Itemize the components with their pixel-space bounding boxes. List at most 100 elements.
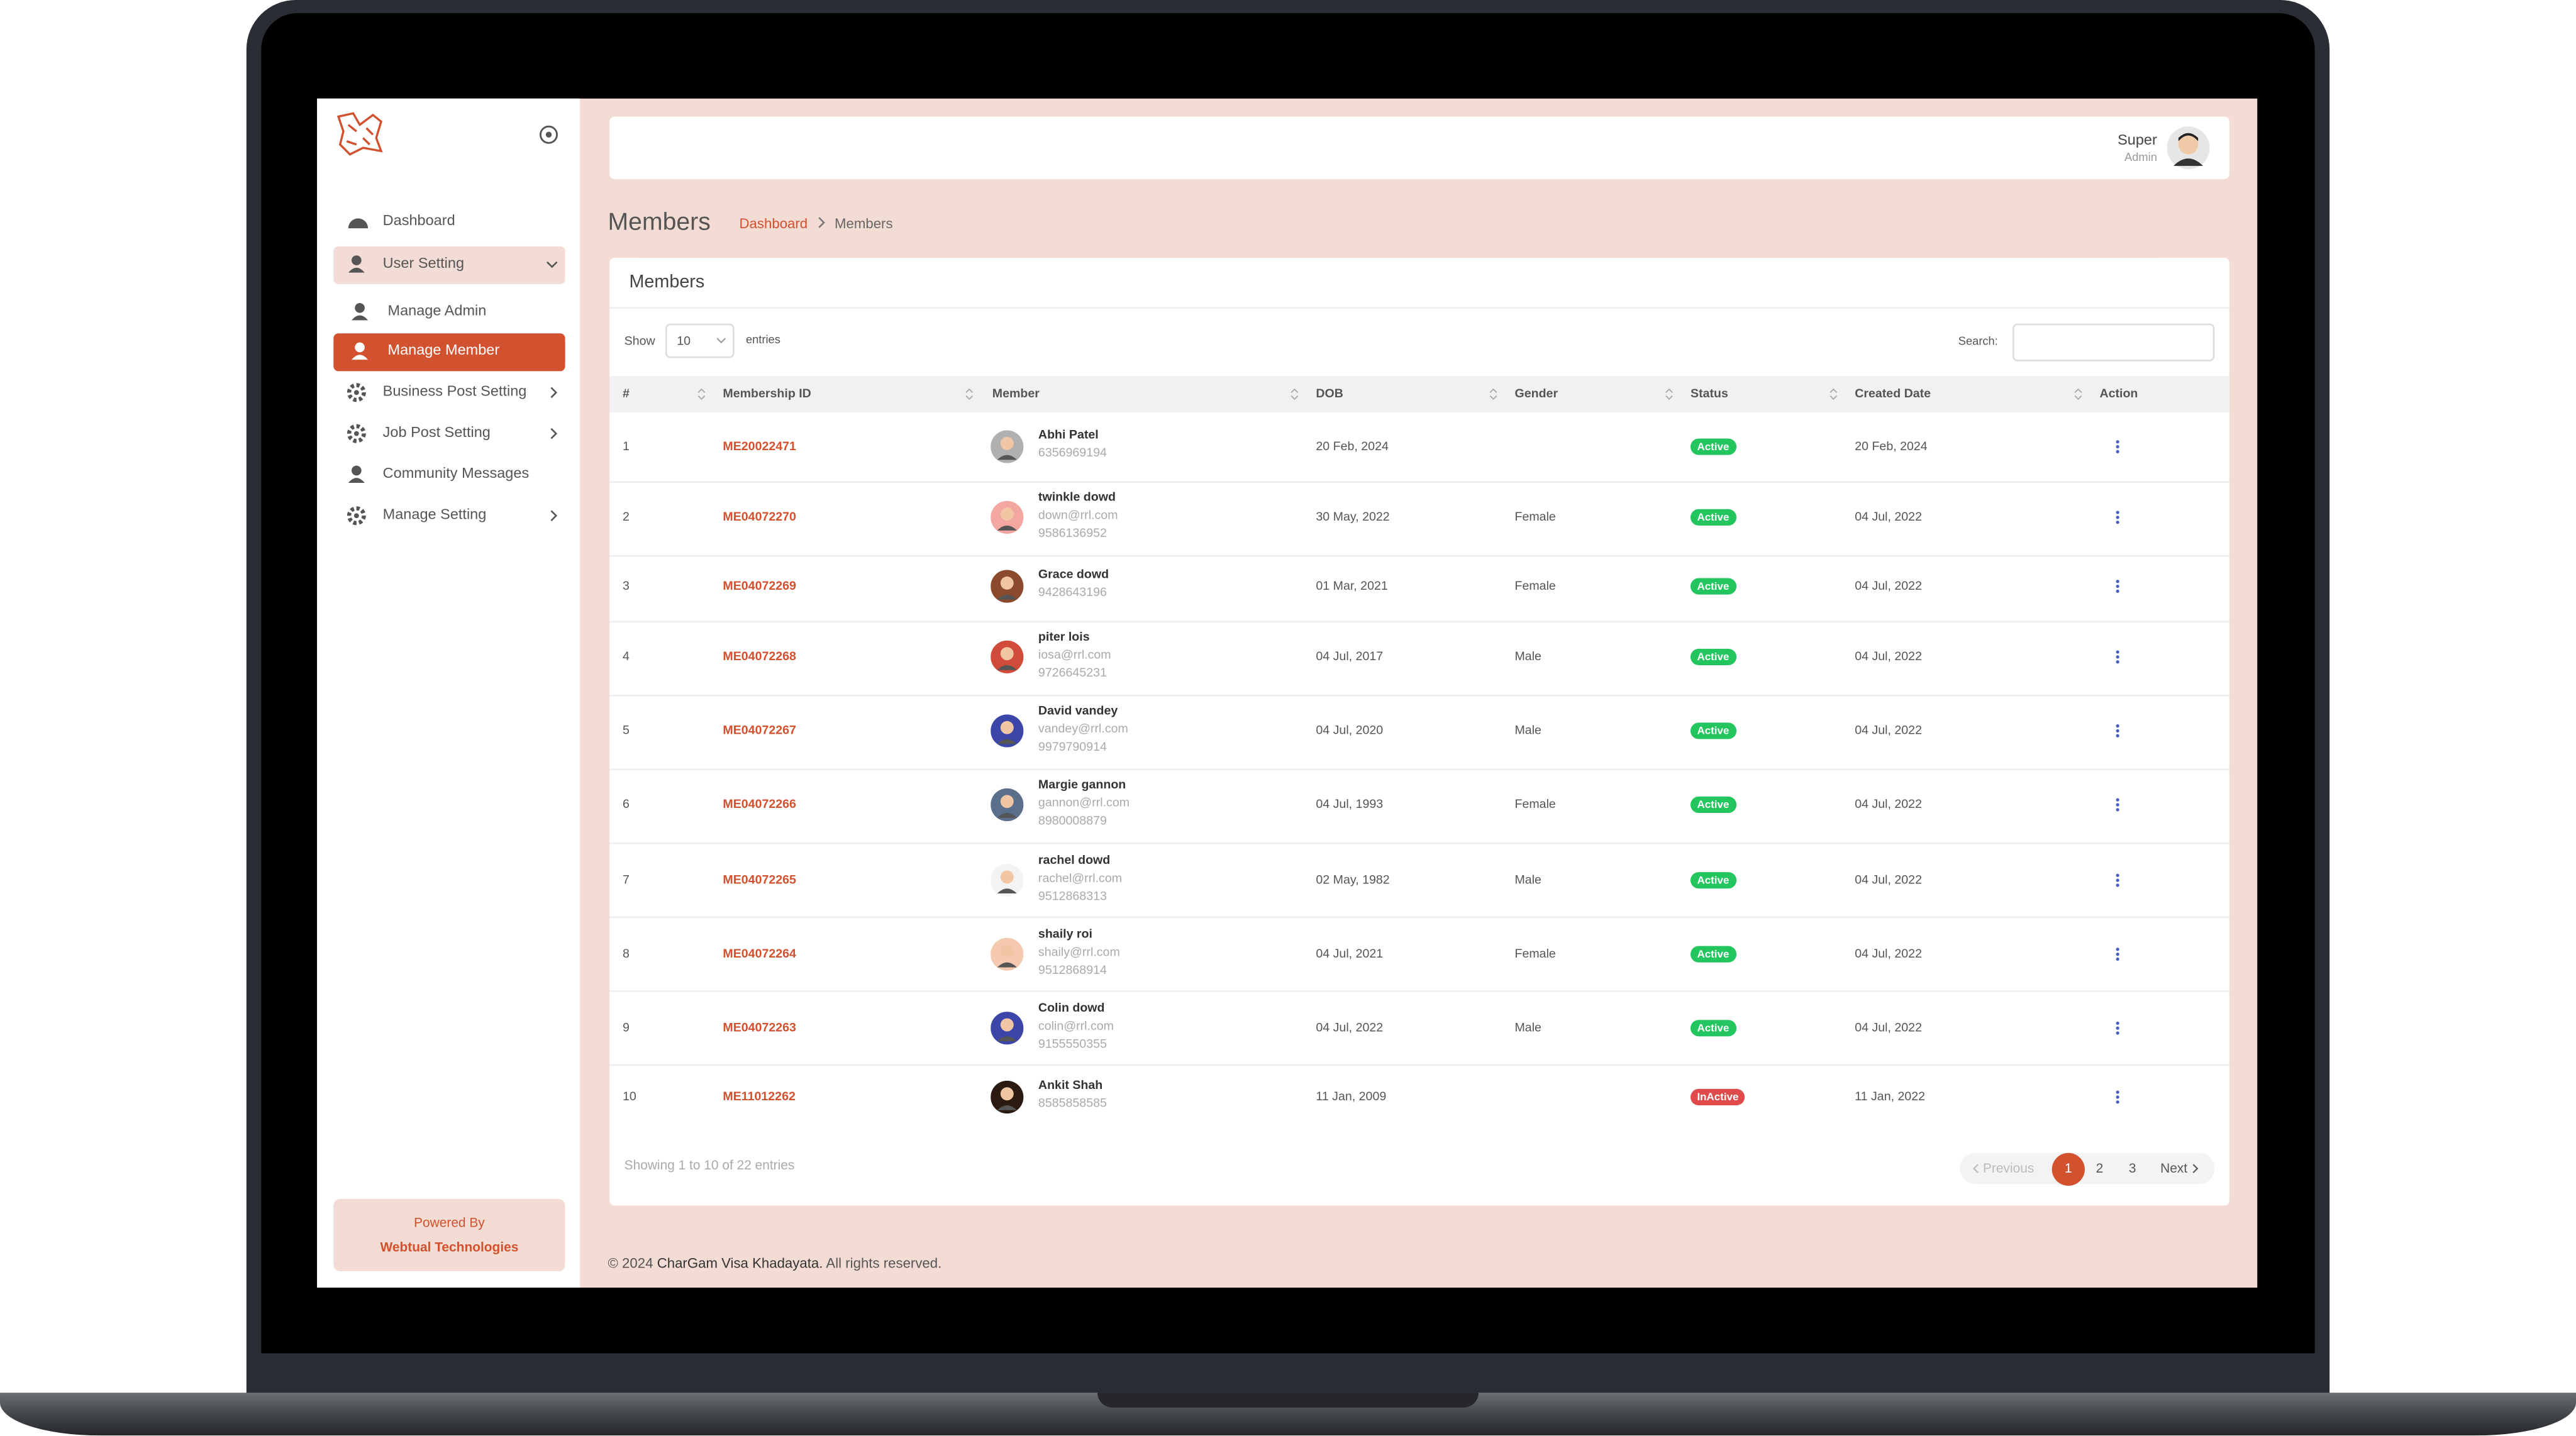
column-header[interactable]: #: [623, 385, 630, 401]
dob: 11 Jan, 2009: [1316, 1088, 1387, 1104]
menu-item[interactable]: Manage Admin: [387, 302, 487, 319]
dob: 20 Feb, 2024: [1316, 438, 1389, 453]
page-previous[interactable]: Previous: [1982, 1161, 2035, 1176]
row-number: 2: [623, 509, 630, 524]
menu-icon: [348, 218, 369, 229]
row-number: 7: [623, 872, 630, 887]
menu-group-bg: [333, 246, 565, 284]
menu-arrow: [550, 387, 558, 399]
row-number: 8: [623, 946, 630, 961]
row-actions[interactable]: [2112, 649, 2123, 665]
menu-item[interactable]: Job Post Setting: [382, 423, 491, 441]
row-divider: [609, 621, 2229, 623]
menu-active-bg: [333, 333, 565, 372]
member-name: Grace dowd: [1038, 566, 1109, 582]
search-input[interactable]: [2012, 323, 2215, 362]
menu-item[interactable]: User Setting: [382, 254, 465, 272]
column-header[interactable]: Created Date: [1855, 385, 1931, 401]
gender: Male: [1514, 722, 1541, 737]
membership-id[interactable]: ME04072264: [723, 946, 796, 961]
settings-toggle[interactable]: [539, 125, 558, 145]
sort-icon: [2074, 388, 2082, 400]
row-actions[interactable]: [2112, 438, 2123, 455]
search-label: Search:: [1958, 336, 1998, 348]
menu-item[interactable]: Manage Member: [387, 341, 500, 358]
column-header[interactable]: DOB: [1316, 385, 1343, 401]
user-avatar[interactable]: [2167, 126, 2210, 170]
next-chevron: [2192, 1164, 2199, 1173]
row-divider: [609, 1064, 2229, 1066]
membership-id[interactable]: ME04072263: [723, 1020, 796, 1035]
dob: 01 Mar, 2021: [1316, 578, 1388, 594]
member-name: twinkle dowd: [1038, 489, 1116, 504]
card: [609, 258, 2229, 1206]
page-number[interactable]: 1: [2064, 1161, 2072, 1176]
member-phone: 9428643196: [1038, 584, 1107, 600]
member-name: shaily roi: [1038, 925, 1092, 941]
membership-id[interactable]: ME04072268: [723, 648, 796, 664]
row-divider: [609, 694, 2229, 697]
membership-id[interactable]: ME04072267: [723, 722, 796, 737]
row-actions[interactable]: [2112, 1020, 2123, 1036]
member-avatar: [991, 640, 1024, 674]
created-date: 04 Jul, 2022: [1855, 1020, 1922, 1035]
created-date: 04 Jul, 2022: [1855, 796, 1922, 812]
powered-company[interactable]: Webtual Technologies: [380, 1240, 519, 1255]
row-actions[interactable]: [2112, 872, 2123, 888]
member-phone: 9979790914: [1038, 738, 1107, 753]
row-actions[interactable]: [2112, 509, 2123, 526]
member-phone: 8980008879: [1038, 812, 1107, 827]
breadcrumb-link[interactable]: Dashboard: [739, 215, 808, 232]
row-actions[interactable]: [2112, 1089, 2123, 1105]
menu-item[interactable]: Dashboard: [382, 211, 455, 229]
membership-id[interactable]: ME04072269: [723, 578, 796, 594]
member-name: Abhi Patel: [1038, 427, 1099, 442]
select-caret: [716, 338, 726, 344]
membership-id[interactable]: ME20022471: [723, 438, 796, 453]
created-date: 04 Jul, 2022: [1855, 509, 1922, 524]
page-number[interactable]: 3: [2128, 1161, 2136, 1176]
footer: © 2024 CharGam Visa Khadayata. All right…: [608, 1255, 942, 1271]
topbar: [609, 116, 2229, 179]
row-actions[interactable]: [2112, 946, 2123, 963]
menu-icon: [347, 506, 366, 526]
member-name: Margie gannon: [1038, 776, 1126, 791]
column-header[interactable]: Gender: [1514, 385, 1558, 401]
row-number: 10: [623, 1088, 636, 1104]
dob: 30 May, 2022: [1316, 509, 1390, 524]
menu-icon: [352, 302, 369, 321]
status-badge: Active: [1690, 796, 1736, 814]
member-avatar: [991, 500, 1024, 534]
menu-item[interactable]: Manage Setting: [382, 505, 487, 522]
menu-item[interactable]: Business Post Setting: [382, 382, 527, 399]
dob: 04 Jul, 2022: [1316, 1020, 1384, 1035]
entries-select[interactable]: [665, 323, 735, 358]
row-actions[interactable]: [2112, 722, 2123, 739]
status-badge: Active: [1690, 1020, 1736, 1037]
menu-item[interactable]: Community Messages: [382, 465, 530, 482]
row-number: 9: [623, 1020, 630, 1035]
member-phone: 9586136952: [1038, 524, 1107, 540]
row-actions[interactable]: [2112, 578, 2123, 595]
row-actions[interactable]: [2112, 797, 2123, 813]
status-badge: Active: [1690, 509, 1736, 526]
membership-id[interactable]: ME11012262: [723, 1088, 796, 1104]
dob: 02 May, 1982: [1316, 872, 1390, 887]
member-phone: 8585858585: [1038, 1095, 1107, 1110]
column-header[interactable]: Status: [1690, 385, 1728, 401]
membership-id[interactable]: ME04072265: [723, 872, 796, 887]
membership-id[interactable]: ME04072270: [723, 509, 796, 524]
gender: Female: [1514, 946, 1556, 961]
member-avatar: [991, 1012, 1024, 1045]
page-number[interactable]: 2: [2096, 1161, 2104, 1176]
membership-id[interactable]: ME04072266: [723, 796, 796, 812]
column-header[interactable]: Membership ID: [723, 385, 811, 401]
footer-brand[interactable]: CharGam Visa Khadayata.: [657, 1254, 823, 1271]
column-header[interactable]: Member: [992, 385, 1040, 401]
menu-icon: [347, 383, 366, 402]
created-date: 04 Jul, 2022: [1855, 578, 1922, 594]
page-next[interactable]: Next: [2160, 1161, 2188, 1176]
member-name: rachel dowd: [1038, 851, 1111, 866]
powered-box: [333, 1198, 565, 1271]
member-avatar: [991, 714, 1024, 748]
